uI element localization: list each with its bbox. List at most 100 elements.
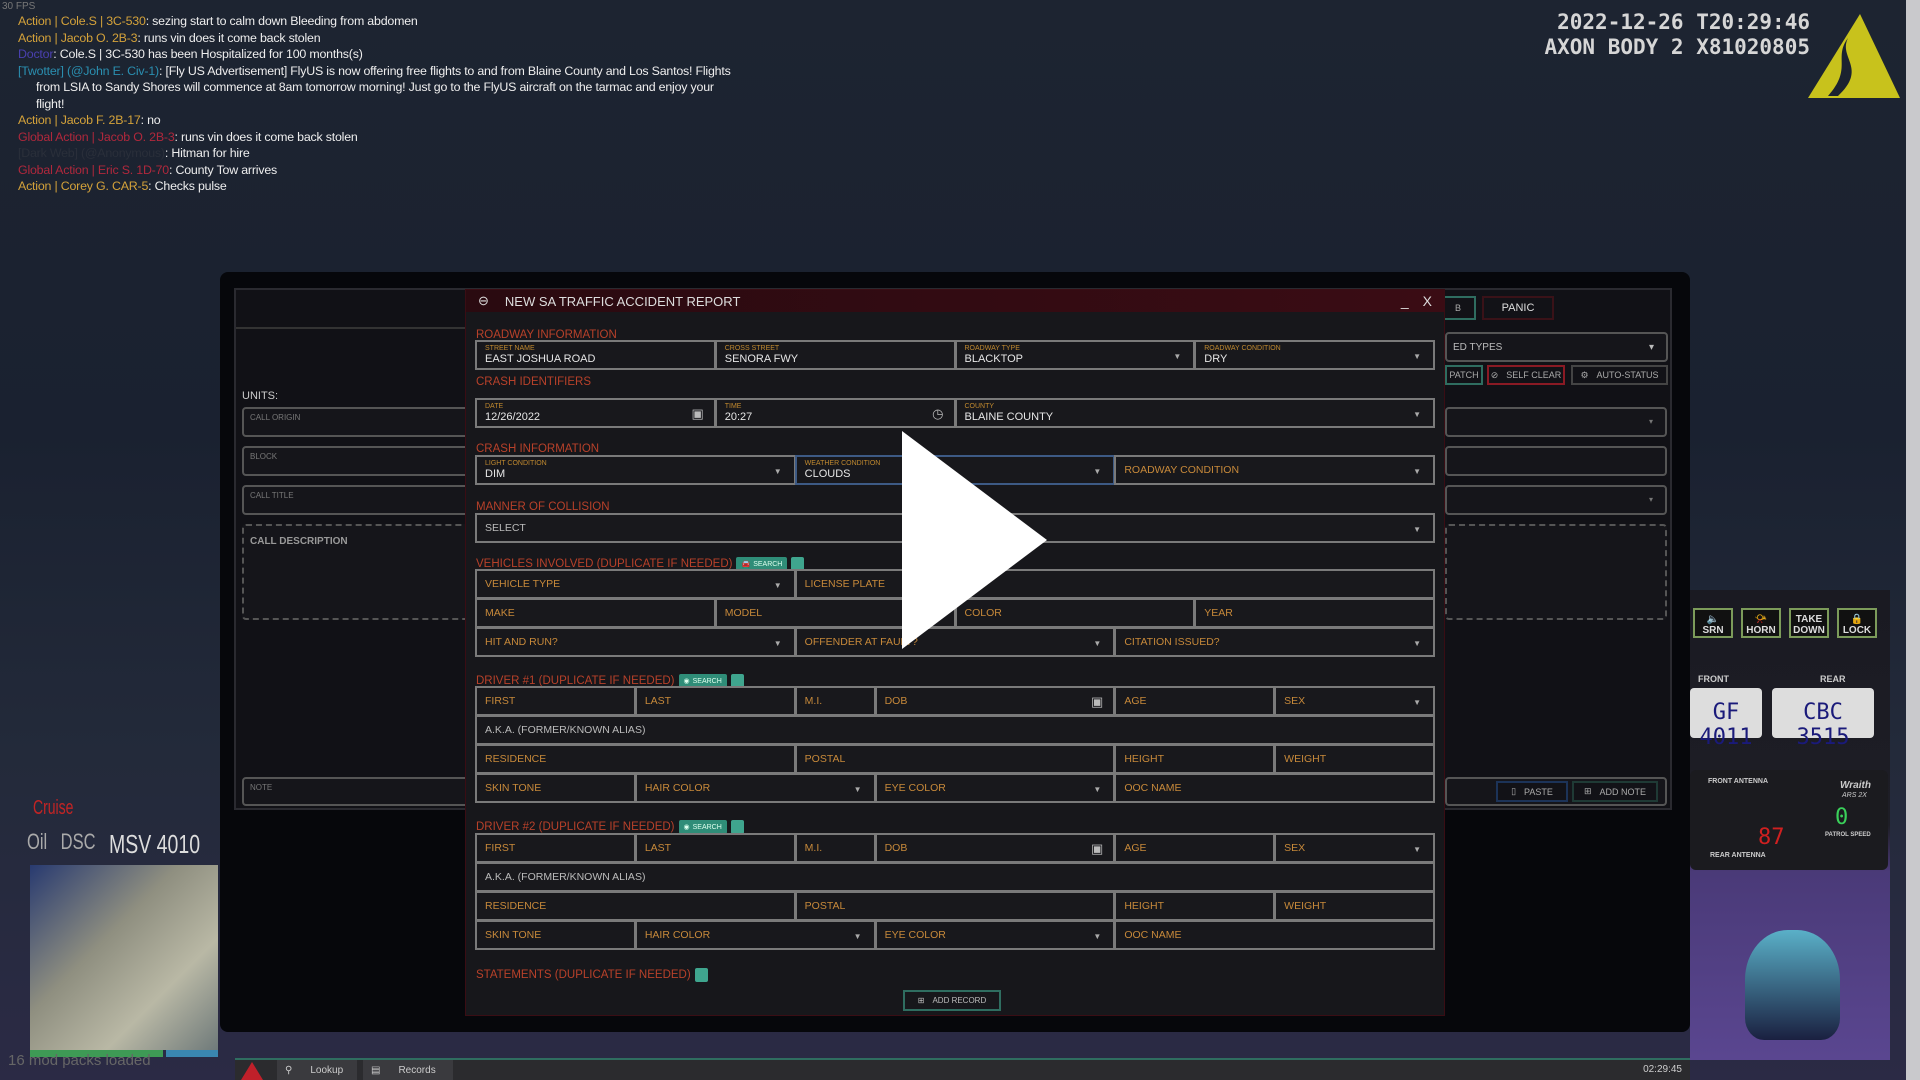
eye-color-dropdown[interactable]: EYE COLOR ▼: [874, 920, 1116, 950]
first-field[interactable]: FIRST: [475, 833, 636, 863]
dob-field[interactable]: DOB ▣: [874, 833, 1116, 863]
siren-button[interactable]: 🔈 SRN: [1693, 608, 1733, 638]
minimize-button[interactable]: _: [1400, 293, 1409, 309]
calendar-icon[interactable]: ▣: [1091, 841, 1104, 856]
dispatch-button[interactable]: PATCH: [1445, 365, 1483, 385]
light-condition-dropdown[interactable]: LIGHT CONDITION DIM ▼: [475, 455, 796, 485]
chevron-down-icon[interactable]: ▼: [1093, 467, 1102, 476]
chevron-down-icon[interactable]: ▼: [773, 639, 782, 648]
eye-color-dropdown[interactable]: EYE COLOR ▼: [874, 773, 1116, 803]
takedown-button[interactable]: TAKE DOWN: [1789, 608, 1829, 638]
vehicle-type-dropdown[interactable]: VEHICLE TYPE ▼: [475, 569, 796, 599]
chevron-down-icon[interactable]: ▼: [1413, 410, 1421, 419]
copy-icon[interactable]: [791, 557, 805, 571]
roadway-condition-dropdown[interactable]: ROADWAY CONDITION ▼: [1114, 455, 1435, 485]
street-name-field[interactable]: STREET NAME EAST JOSHUA ROAD: [475, 340, 716, 370]
a-k-a-former-known-alias-field[interactable]: A.K.A. (FORMER/KNOWN ALIAS): [475, 715, 1435, 745]
records-tab[interactable]: ▤ Records: [363, 1060, 453, 1080]
sex-dropdown[interactable]: SEX ▼: [1274, 833, 1435, 863]
model-field[interactable]: MODEL: [714, 598, 956, 628]
age-field[interactable]: AGE: [1114, 686, 1276, 716]
search-button[interactable]: 🚘 SEARCH: [736, 557, 788, 571]
search-button[interactable]: ◉ SEARCH: [678, 820, 727, 834]
panic-button[interactable]: PANIC: [1482, 296, 1554, 320]
call-types-dropdown[interactable]: ED TYPES ▾: [1445, 332, 1668, 362]
skin-tone-field[interactable]: SKIN TONE: [475, 773, 636, 803]
first-field[interactable]: FIRST: [475, 686, 636, 716]
citation-issued-dropdown[interactable]: CITATION ISSUED? ▼: [1114, 627, 1435, 657]
chevron-down-icon[interactable]: ▼: [1413, 845, 1421, 854]
auto-status-button[interactable]: ⚙ AUTO-STATUS: [1571, 365, 1668, 385]
height-field[interactable]: HEIGHT: [1114, 891, 1276, 921]
last-field[interactable]: LAST: [634, 833, 796, 863]
close-button[interactable]: X: [1422, 293, 1432, 309]
horn-button[interactable]: 📯 HORN: [1741, 608, 1781, 638]
chevron-down-icon[interactable]: ▼: [1413, 525, 1421, 534]
postal-field[interactable]: POSTAL: [794, 891, 1116, 921]
date-field[interactable]: DATE 12/26/2022 ▣: [475, 398, 716, 428]
paste-button[interactable]: ▯ PASTE: [1496, 781, 1568, 802]
height-field[interactable]: HEIGHT: [1114, 744, 1276, 774]
block-field[interactable]: BLOCK: [242, 446, 482, 476]
sex-dropdown[interactable]: SEX ▼: [1274, 686, 1435, 716]
lookup-tab[interactable]: ⚲ Lookup: [277, 1060, 357, 1080]
lock-button[interactable]: 🔒 LOCK: [1837, 608, 1877, 638]
hair-color-dropdown[interactable]: HAIR COLOR ▼: [634, 773, 876, 803]
chevron-down-icon[interactable]: ▼: [1413, 639, 1421, 648]
cad-textarea[interactable]: [1445, 524, 1667, 620]
chevron-down-icon[interactable]: ▼: [853, 785, 862, 794]
dob-field[interactable]: DOB ▣: [874, 686, 1116, 716]
skin-tone-field[interactable]: SKIN TONE: [475, 920, 636, 950]
roadway-condition-dropdown[interactable]: ROADWAY CONDITION DRY ▼: [1194, 340, 1435, 370]
add-note-button[interactable]: ⊞ ADD NOTE: [1572, 781, 1658, 802]
call-origin-field[interactable]: CALL ORIGIN: [242, 407, 482, 437]
self-clear-button[interactable]: ⊘ SELF CLEAR: [1487, 365, 1565, 385]
cross-street-field[interactable]: CROSS STREET SENORA FWY: [714, 340, 956, 370]
cad-tab-partial[interactable]: B: [1440, 296, 1476, 320]
license-plate-field[interactable]: LICENSE PLATE: [794, 569, 1435, 599]
residence-field[interactable]: RESIDENCE: [475, 891, 796, 921]
time-field[interactable]: TIME 20:27 ◷: [714, 398, 956, 428]
color-field[interactable]: COLOR: [954, 598, 1196, 628]
call-title-field[interactable]: CALL TITLE: [242, 485, 482, 515]
age-field[interactable]: AGE: [1114, 833, 1276, 863]
chevron-down-icon[interactable]: ▼: [773, 467, 782, 476]
copy-icon[interactable]: [694, 968, 708, 982]
select-dropdown[interactable]: SELECT ▼: [475, 513, 1435, 543]
cad-dropdown[interactable]: ▾: [1445, 485, 1667, 515]
ooc-name-field[interactable]: OOC NAME: [1114, 773, 1435, 803]
residence-field[interactable]: RESIDENCE: [475, 744, 796, 774]
m-i-field[interactable]: M.I.: [794, 686, 876, 716]
chevron-down-icon[interactable]: ▼: [1413, 352, 1421, 361]
last-field[interactable]: LAST: [634, 686, 796, 716]
copy-icon[interactable]: [730, 674, 744, 688]
call-description-field[interactable]: CALL DESCRIPTION: [242, 524, 482, 620]
clock-icon[interactable]: ◷: [932, 406, 944, 421]
chevron-down-icon[interactable]: ▼: [1413, 698, 1421, 707]
cad-dropdown[interactable]: ▾: [1445, 407, 1667, 437]
cad-field[interactable]: [1445, 446, 1667, 476]
chevron-down-icon[interactable]: ▼: [853, 932, 862, 941]
chevron-down-icon[interactable]: ▼: [1093, 639, 1102, 648]
a-k-a-former-known-alias-field[interactable]: A.K.A. (FORMER/KNOWN ALIAS): [475, 862, 1435, 892]
make-field[interactable]: MAKE: [475, 598, 716, 628]
ooc-name-field[interactable]: OOC NAME: [1114, 920, 1435, 950]
chevron-down-icon[interactable]: ▼: [773, 581, 782, 590]
copy-icon[interactable]: [730, 820, 744, 834]
chevron-down-icon[interactable]: ▼: [1413, 467, 1421, 476]
calendar-icon[interactable]: ▣: [691, 406, 704, 421]
offender-at-fault-dropdown[interactable]: OFFENDER AT FAULT? ▼: [794, 627, 1116, 657]
chevron-down-icon[interactable]: ▼: [1093, 785, 1102, 794]
m-i-field[interactable]: M.I.: [794, 833, 876, 863]
chevron-down-icon[interactable]: ▼: [1173, 352, 1182, 361]
calendar-icon[interactable]: ▣: [1091, 694, 1104, 709]
year-field[interactable]: YEAR: [1194, 598, 1435, 628]
weight-field[interactable]: WEIGHT: [1274, 744, 1435, 774]
weight-field[interactable]: WEIGHT: [1274, 891, 1435, 921]
search-button[interactable]: ◉ SEARCH: [678, 674, 727, 688]
add-record-button[interactable]: ⊞ ADD RECORD: [903, 990, 1001, 1011]
weather-condition-dropdown[interactable]: WEATHER CONDITION CLOUDS ▼: [794, 455, 1116, 485]
hair-color-dropdown[interactable]: HAIR COLOR ▼: [634, 920, 876, 950]
roadway-type-dropdown[interactable]: ROADWAY TYPE BLACKTOP ▼: [954, 340, 1196, 370]
modal-header[interactable]: ⊖ NEW SA TRAFFIC ACCIDENT REPORT _ X: [466, 290, 1444, 312]
